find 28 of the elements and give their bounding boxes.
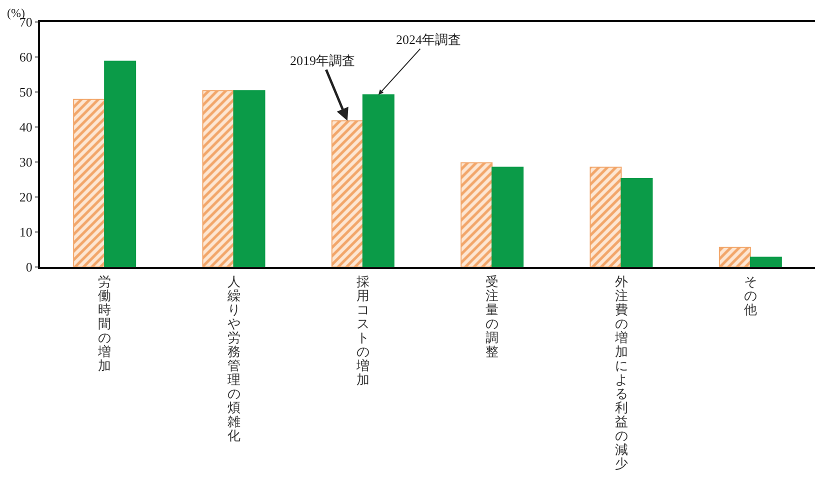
y-tick-label: 60 <box>19 50 32 65</box>
bar <box>460 162 493 267</box>
text: 2019年調査 <box>290 53 355 68</box>
category-label: 外注費の増加による利益の減少 <box>614 274 628 471</box>
x-tick-label: 採用コストの増加 <box>355 274 370 387</box>
bar <box>750 256 782 267</box>
y-tick-label: 30 <box>19 154 32 170</box>
bar <box>73 98 106 267</box>
x-tick-label: 労働時間の増加 <box>97 274 112 373</box>
y-tick-label: 20 <box>19 190 32 205</box>
bar <box>104 60 136 267</box>
bar <box>362 94 394 267</box>
y-tick-label: 40 <box>19 120 32 135</box>
text: 2024年調査 <box>396 32 461 47</box>
bar <box>331 120 364 267</box>
category-label: 人繰りや労務管理の煩雑化 <box>227 274 240 443</box>
y-axis-title: (%) <box>7 6 25 20</box>
y-tick-label: 10 <box>19 224 32 240</box>
x-tick-label: 受注量の調整 <box>484 274 500 359</box>
bar <box>492 166 524 267</box>
bar <box>620 178 653 267</box>
y-tick-label: 0 <box>26 260 32 275</box>
y-tick-label: 50 <box>19 84 32 100</box>
bar <box>590 166 622 267</box>
x-tick-label: その他 <box>742 274 758 317</box>
bar <box>233 90 266 267</box>
bar <box>202 90 234 267</box>
bar <box>718 246 751 267</box>
